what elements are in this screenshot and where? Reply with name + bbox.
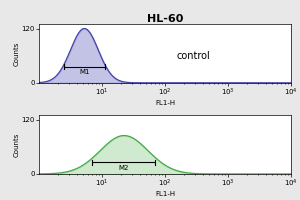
- Y-axis label: Counts: Counts: [14, 41, 20, 66]
- Text: M2: M2: [118, 165, 129, 171]
- Text: M1: M1: [79, 69, 90, 75]
- Text: HL-60: HL-60: [147, 14, 183, 24]
- Text: control: control: [176, 51, 210, 61]
- X-axis label: FL1-H: FL1-H: [155, 191, 175, 197]
- X-axis label: FL1-H: FL1-H: [155, 100, 175, 106]
- Y-axis label: Counts: Counts: [14, 132, 20, 157]
